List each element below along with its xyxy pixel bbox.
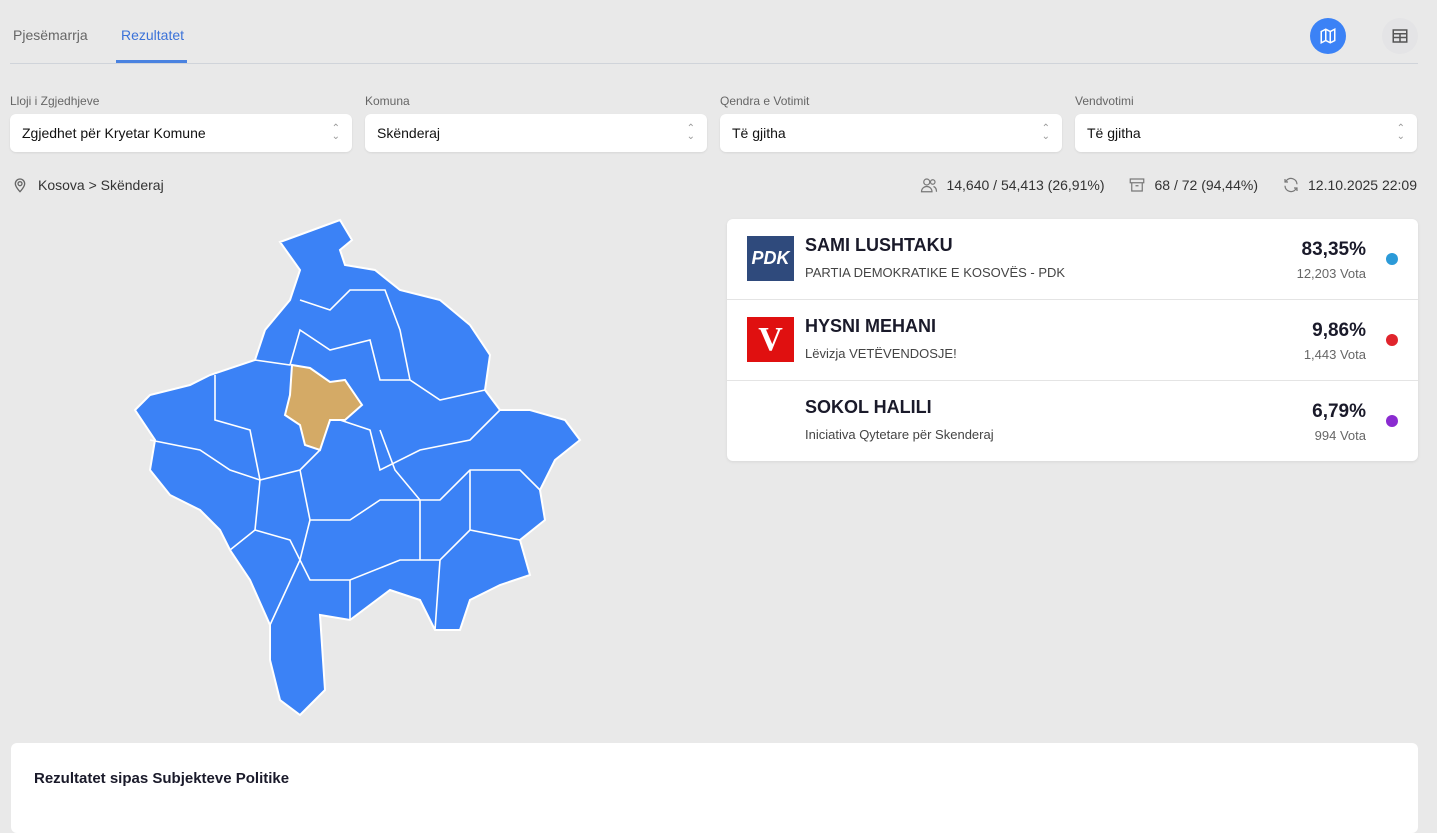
candidate-name: HYSNI MEHANI bbox=[805, 316, 937, 336]
election-type-select[interactable]: Zgjedhet për Kryetar Komune ⌃ ⌄ bbox=[10, 114, 352, 152]
filter-municipality: Komuna Skënderaj ⌃ ⌄ bbox=[365, 94, 707, 152]
party-name: Lëvizja VETËVENDOSJE! bbox=[805, 346, 957, 361]
vote-count: 1,443 Vota bbox=[1303, 347, 1366, 362]
filter-election-type: Lloji i Zgjedhjeve Zgjedhet për Kryetar … bbox=[10, 94, 352, 152]
map-region-skenderaj[interactable] bbox=[283, 363, 364, 452]
breadcrumb: Kosova > Skënderaj bbox=[12, 176, 164, 194]
turnout-stat: 14,640 / 54,413 (26,91%) bbox=[946, 177, 1105, 193]
table-icon bbox=[1392, 29, 1408, 43]
candidate-row[interactable]: PDK SAMI LUSHTAKU PARTIA DEMOKRATIKE E K… bbox=[727, 219, 1418, 300]
vote-percent: 6,79% bbox=[1312, 401, 1366, 422]
candidate-row[interactable]: SOKOL HALILI Iniciativa Qytetare për Ske… bbox=[727, 381, 1418, 462]
archive-box-icon bbox=[1130, 178, 1145, 192]
party-name: Iniciativa Qytetare për Skenderaj bbox=[805, 427, 994, 442]
chevron-updown-icon: ⌃ ⌄ bbox=[1041, 123, 1050, 142]
vote-percent: 83,35% bbox=[1301, 239, 1366, 260]
chevron-updown-icon: ⌃ ⌄ bbox=[686, 123, 695, 142]
select-value: Skënderaj bbox=[377, 125, 441, 141]
chevron-updown-icon: ⌃ ⌄ bbox=[1396, 123, 1405, 142]
map-region-kosovo[interactable] bbox=[133, 218, 582, 717]
table-view-button[interactable] bbox=[1382, 18, 1418, 54]
select-value: Të gjitha bbox=[1087, 125, 1141, 141]
section-title: Rezultatet sipas Subjekteve Politike bbox=[34, 770, 290, 787]
active-tab-indicator bbox=[116, 60, 187, 63]
municipality-borders bbox=[149, 289, 541, 631]
color-dot bbox=[1386, 253, 1398, 265]
candidate-results-card: PDK SAMI LUSHTAKU PARTIA DEMOKRATIKE E K… bbox=[727, 219, 1418, 461]
breadcrumb-text: Kosova > Skënderaj bbox=[38, 177, 164, 193]
chevron-updown-icon: ⌃ ⌄ bbox=[331, 123, 340, 142]
color-dot bbox=[1386, 334, 1398, 346]
party-results-section: Rezultatet sipas Subjekteve Politike bbox=[11, 743, 1418, 833]
municipality-select[interactable]: Skënderaj ⌃ ⌄ bbox=[365, 114, 707, 152]
party-name: PARTIA DEMOKRATIKE E KOSOVËS - PDK bbox=[805, 265, 1066, 280]
filter-polling-station: Vendvotimi Të gjitha ⌃ ⌄ bbox=[1075, 94, 1417, 152]
tab-pjesemarrja[interactable]: Pjesëmarrja bbox=[13, 27, 88, 43]
select-value: Të gjitha bbox=[732, 125, 786, 141]
color-dot bbox=[1386, 415, 1398, 427]
filter-label: Komuna bbox=[365, 94, 410, 108]
vetevendosje-logo: V bbox=[747, 317, 794, 362]
stats-bar: 14,640 / 54,413 (26,91%) 68 / 72 (94,44%… bbox=[920, 176, 1417, 194]
users-icon bbox=[921, 178, 938, 193]
location-pin-icon bbox=[14, 178, 26, 193]
candidate-name: SAMI LUSHTAKU bbox=[805, 235, 953, 255]
stations-stat: 68 / 72 (94,44%) bbox=[1154, 177, 1258, 193]
map-icon bbox=[1320, 28, 1336, 44]
select-value: Zgjedhet për Kryetar Komune bbox=[22, 125, 206, 141]
polling-center-select[interactable]: Të gjitha ⌃ ⌄ bbox=[720, 114, 1062, 152]
candidate-name: SOKOL HALILI bbox=[805, 397, 932, 417]
vote-count: 12,203 Vota bbox=[1296, 266, 1366, 281]
filter-label: Lloji i Zgjedhjeve bbox=[10, 94, 100, 108]
candidate-row[interactable]: V HYSNI MEHANI Lëvizja VETËVENDOSJE! 9,8… bbox=[727, 300, 1418, 381]
map-view-button[interactable] bbox=[1310, 18, 1346, 54]
vote-percent: 9,86% bbox=[1312, 320, 1366, 341]
filter-label: Vendvotimi bbox=[1075, 94, 1134, 108]
last-updated: 12.10.2025 22:09 bbox=[1308, 177, 1417, 193]
kosovo-map bbox=[133, 218, 582, 717]
pdk-logo: PDK bbox=[747, 236, 794, 281]
filter-polling-center: Qendra e Votimit Të gjitha ⌃ ⌄ bbox=[720, 94, 1062, 152]
filter-label: Qendra e Votimit bbox=[720, 94, 810, 108]
tab-bar: Pjesëmarrja Rezultatet bbox=[10, 0, 1418, 64]
tab-rezultatet[interactable]: Rezultatet bbox=[121, 27, 185, 43]
polling-station-select[interactable]: Të gjitha ⌃ ⌄ bbox=[1075, 114, 1417, 152]
refresh-icon bbox=[1284, 177, 1298, 193]
vote-count: 994 Vota bbox=[1314, 428, 1366, 443]
